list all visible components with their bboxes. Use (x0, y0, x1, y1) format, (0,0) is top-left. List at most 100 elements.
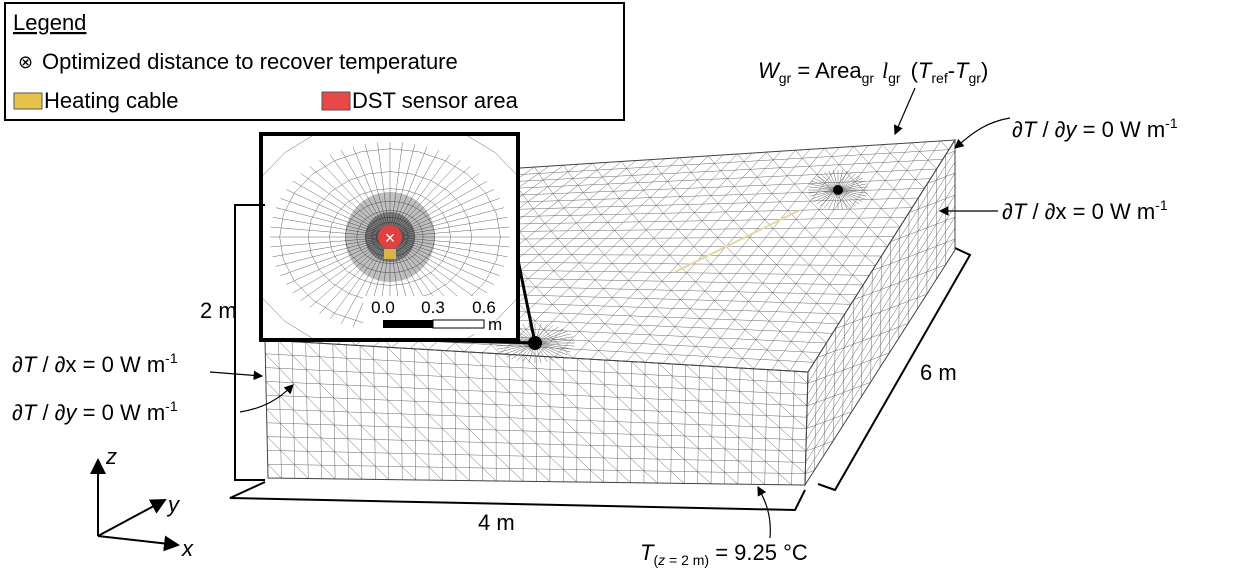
mesh-line (364, 144, 391, 238)
mesh-line (858, 217, 869, 228)
mesh-line (725, 211, 734, 221)
mesh-line (807, 161, 956, 395)
mesh-line (283, 259, 295, 282)
mesh-line (889, 304, 900, 309)
mesh-line (368, 222, 373, 228)
mesh-line (795, 283, 807, 294)
mesh-line (908, 208, 919, 213)
mesh-line (834, 392, 844, 397)
mesh-line (455, 467, 470, 481)
mesh-line (275, 236, 391, 267)
mesh-line (401, 413, 416, 428)
mesh-line (589, 238, 598, 247)
mesh-line (562, 348, 573, 359)
mesh-line (781, 237, 791, 247)
mesh-line (603, 288, 613, 298)
mesh-line (870, 356, 881, 361)
mesh-line (378, 271, 391, 274)
mesh-line (728, 282, 739, 293)
mesh-line (704, 290, 715, 301)
mesh-line (334, 313, 362, 323)
eq-part: T (918, 58, 933, 83)
mesh-line (389, 154, 451, 238)
mesh-line (358, 205, 368, 212)
mesh-line (657, 458, 672, 472)
mesh-line (300, 173, 391, 238)
mesh-line (468, 351, 483, 366)
mesh-line (400, 360, 415, 376)
mesh-line (695, 281, 706, 292)
mesh-line (576, 432, 591, 446)
mesh-line (441, 376, 456, 391)
mesh-line (372, 219, 378, 224)
mesh-line (815, 399, 826, 403)
mesh-line (389, 217, 397, 219)
mesh-line (739, 414, 753, 427)
mesh-line (468, 403, 483, 417)
eq-part: T (955, 58, 970, 83)
mesh-line (275, 207, 391, 238)
mesh-line (844, 321, 854, 326)
mesh-line (634, 352, 646, 363)
mesh-line (371, 233, 373, 238)
mesh-line (550, 230, 558, 239)
mesh-line (496, 214, 501, 238)
mesh-line (448, 224, 451, 238)
mesh-line (826, 350, 836, 355)
mesh-line (698, 400, 713, 414)
mesh-line (373, 386, 389, 401)
mesh-line (779, 330, 792, 342)
mesh-line (300, 236, 391, 301)
mesh-line (876, 171, 886, 181)
mesh-line (836, 227, 846, 238)
mesh-line (265, 381, 280, 396)
eq-part: ref (931, 70, 947, 86)
scale-tick: 0.3 (421, 298, 445, 317)
mesh-line (407, 246, 412, 252)
mesh-line (659, 344, 671, 355)
mesh-line (598, 350, 610, 361)
mesh-line (421, 254, 430, 263)
heating-cable-line (674, 209, 801, 273)
mesh-line (448, 236, 451, 250)
mesh-line (778, 360, 791, 372)
mesh-line (843, 388, 853, 393)
mesh-line (522, 194, 529, 202)
mesh-line (586, 271, 596, 281)
mesh-line (915, 179, 925, 189)
boundary-label: ∂T / ∂x = 0 W m-1 (12, 350, 178, 377)
mesh-line (442, 212, 449, 225)
mesh-line (389, 236, 471, 308)
mesh-line (267, 464, 282, 479)
mesh-line (442, 454, 457, 468)
mesh-line (428, 388, 443, 403)
mesh-line (468, 236, 472, 254)
mesh-line (816, 303, 828, 314)
mesh-line (814, 332, 827, 344)
mesh-line (786, 273, 797, 284)
mesh-line (376, 247, 382, 250)
mesh-line (710, 195, 719, 204)
mesh-line (361, 452, 376, 467)
mesh-line (750, 169, 758, 178)
mesh-line (332, 180, 350, 191)
mesh-line (442, 249, 449, 262)
dimension-label: 6 m (920, 360, 957, 385)
mesh-line (814, 444, 825, 448)
mesh-line (643, 189, 651, 198)
legend-title: Legend (13, 10, 86, 35)
mesh-line (663, 213, 671, 222)
mesh-line (389, 200, 402, 203)
mesh-line (908, 275, 918, 280)
mesh-line (588, 199, 596, 208)
mesh-line (563, 207, 571, 216)
mesh-line (418, 243, 423, 251)
mesh-line (807, 402, 817, 407)
mesh-line (908, 297, 918, 302)
mesh-line (374, 244, 378, 248)
mesh-line (795, 150, 803, 159)
mesh-line (757, 177, 765, 186)
mesh-line (321, 464, 336, 480)
bc-part: / ∂x = 0 W m (36, 352, 165, 377)
